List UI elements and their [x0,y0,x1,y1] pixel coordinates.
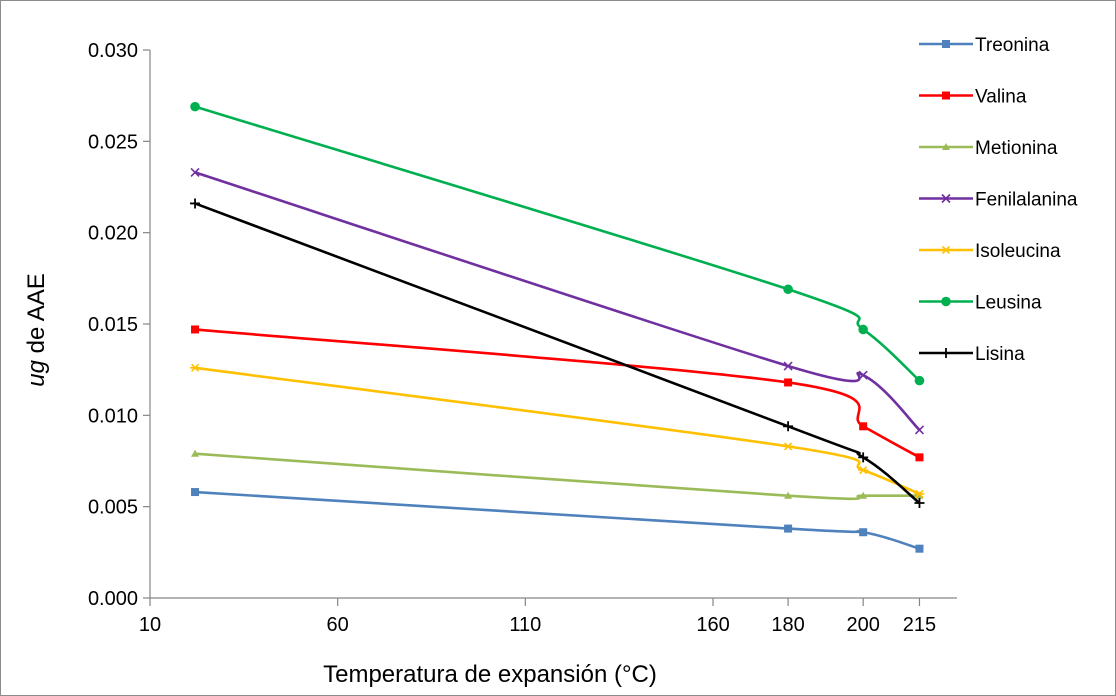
y-tick-label: 0.030 [88,40,138,62]
legend-label-lisina: Lisina [975,344,1025,365]
series-lisina [190,198,925,509]
x-tick-label: 180 [771,614,804,636]
legend-swatch-marker [941,193,951,204]
legend: Treonina Valina Metionina Fenilalanina Isole… [919,35,1078,365]
data-point-fenilalanina [858,370,868,380]
legend-swatch-marker [942,91,950,100]
data-point-valina [915,453,924,462]
data-point-treonina [784,524,793,533]
data-point-treonina [191,488,200,497]
legend-label-fenilalanina: Fenilalanina [975,190,1078,211]
y-axis-title-italic: ug [23,359,50,386]
data-point-fenilalanina [914,425,925,435]
data-point-treonina [859,528,868,537]
y-tick-label: 0.025 [88,131,138,153]
series-line-valina [194,328,921,459]
y-tick-label: 0.010 [88,405,138,427]
legend-item-leusina: Leusina [919,293,1042,314]
x-axis: 10 60 110 160 180 200 215 [139,597,957,636]
legend-item-metionina: Metionina [919,138,1058,159]
y-axis-title: ug de AAE [23,273,50,386]
series-fenilalanina [190,167,925,435]
series-line-fenilalanina [194,171,921,431]
y-tick-label: 0.015 [88,314,138,336]
data-point-leusina [858,324,868,335]
legend-label-valina: Valina [975,87,1027,108]
data-point-metionina [191,449,200,457]
series-leusina [190,101,925,386]
legend-label-leusina: Leusina [975,293,1042,314]
x-tick-label: 160 [696,614,729,636]
series-metionina [191,449,924,501]
legend-swatch-marker [942,143,950,150]
data-point-lisina [783,421,794,432]
data-point-fenilalanina [783,361,793,371]
x-axis-title: Temperatura de expansión (°C) [323,661,657,688]
data-point-treonina [915,544,924,553]
x-tick-label: 110 [509,614,541,636]
legend-item-treonina: Treonina [919,35,1050,56]
y-axis-title-rest: de AAE [23,273,50,360]
data-point-isoleucina [190,363,201,372]
y-tick-label: 0.000 [88,588,138,610]
data-point-isoleucina [914,489,925,498]
data-point-leusina [914,375,925,386]
x-tick-label: 200 [846,614,879,636]
data-point-leusina [783,284,793,295]
data-point-leusina [190,101,200,112]
legend-label-isoleucina: Isoleucina [975,241,1061,262]
series-line-treonina [194,490,920,550]
legend-item-fenilalanina: Fenilalanina [919,190,1078,211]
data-point-valina [859,422,868,431]
legend-item-valina: Valina [919,87,1027,108]
data-point-valina [784,378,793,387]
data-point-metionina [784,491,793,499]
data-point-metionina [859,491,868,499]
data-point-lisina [858,452,869,463]
data-point-lisina [914,498,925,509]
data-point-lisina [190,198,201,209]
x-tick-label: 10 [139,614,161,636]
data-point-isoleucina [783,442,794,451]
series-valina [191,325,924,462]
legend-label-metionina: Metionina [975,138,1058,159]
legend-item-isoleucina: Isoleucina [919,241,1061,262]
legend-item-lisina: Lisina [919,344,1025,365]
series-line-lisina [194,202,921,505]
y-tick-label: 0.020 [88,223,138,245]
legend-swatch-marker [942,40,950,48]
series-layer [190,101,925,553]
x-tick-label: 215 [903,614,936,636]
data-point-isoleucina [858,466,869,475]
x-tick-label: 60 [327,614,349,636]
data-point-fenilalanina [190,167,200,177]
series-treonina [191,488,924,553]
legend-swatch-marker [941,296,951,307]
legend-swatch-marker [941,245,951,255]
legend-swatch-marker [941,348,951,358]
y-axis: 0.000 0.005 0.010 0.015 0.020 0.025 0.030 [88,40,151,610]
data-point-valina [191,325,200,334]
y-tick-label: 0.005 [88,497,138,519]
legend-label-treonina: Treonina [975,35,1050,56]
series-isoleucina [190,363,925,498]
series-line-metionina [194,452,920,501]
